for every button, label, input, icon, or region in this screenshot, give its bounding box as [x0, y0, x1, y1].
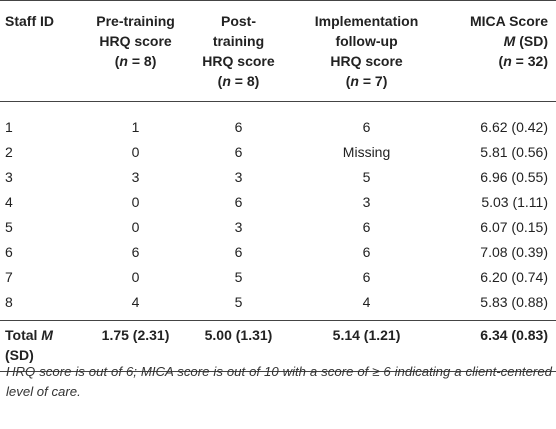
table-row: 1 1 6 6 6.62 (0.42) — [0, 102, 556, 140]
cell-pre: 3 — [131, 168, 140, 185]
cell-staff-id: 5 — [5, 218, 13, 235]
cell-staff-id: 4 — [5, 193, 13, 210]
cell-post: 6 — [234, 143, 243, 160]
cell-staff-id: 3 — [5, 168, 13, 185]
cell-mica: 6.20 (0.74) — [480, 268, 548, 285]
cell-post: 6 — [234, 118, 243, 135]
cell-mica: 6.96 (0.55) — [480, 168, 548, 185]
header-staff-id: Staff ID — [5, 13, 54, 29]
cell-mica: 5.83 (0.88) — [480, 293, 548, 310]
cell-staff-id: 8 — [5, 293, 13, 310]
table-row: 6 6 6 6 7.08 (0.39) — [0, 239, 556, 264]
cell-followup: 6 — [362, 268, 371, 285]
cell-post: 3 — [234, 168, 243, 185]
cell-staff-id: 2 — [5, 143, 13, 160]
table-row: 8 4 5 4 5.83 (0.88) — [0, 289, 556, 321]
cell-mica: 7.08 (0.39) — [480, 243, 548, 260]
header-implementation: Implementation follow-up HRQ score (n = … — [314, 13, 419, 89]
table-footnote: HRQ score is out of 6; MICA score is out… — [6, 364, 552, 399]
cell-post: 6 — [234, 243, 243, 260]
cell-post: 6 — [234, 193, 243, 210]
header-mica-score: MICA Score M (SD) (n = 32) — [469, 13, 548, 69]
cell-post: 5 — [234, 293, 243, 310]
cell-followup: Missing — [342, 143, 391, 160]
cell-pre: 0 — [131, 193, 140, 210]
cell-pre: 0 — [131, 218, 140, 235]
cell-pre: 6 — [131, 243, 140, 260]
table-row: 4 0 6 3 5.03 (1.11) — [0, 189, 556, 214]
total-label: Total M (SD) — [5, 327, 53, 363]
cell-followup: 6 — [362, 118, 371, 135]
data-table: Staff ID Pre-training HRQ score (n = 8) … — [0, 0, 556, 372]
cell-pre: 0 — [131, 143, 140, 160]
header-post-training: Post- training HRQ score (n = 8) — [202, 13, 275, 89]
cell-post: 3 — [234, 218, 243, 235]
table-row: 7 0 5 6 6.20 (0.74) — [0, 264, 556, 289]
cell-followup: 6 — [362, 243, 371, 260]
cell-post: 5 — [234, 268, 243, 285]
total-row: Total M (SD) 1.75 (2.31) 5.00 (1.31) 5.1… — [0, 320, 556, 372]
cell-staff-id: 1 — [5, 118, 13, 135]
cell-followup: 3 — [362, 193, 371, 210]
total-pre: 1.75 (2.31) — [101, 327, 170, 343]
table-row: 5 0 3 6 6.07 (0.15) — [0, 214, 556, 239]
table-row: 2 0 6 Missing 5.81 (0.56) — [0, 139, 556, 164]
cell-followup: 4 — [362, 293, 371, 310]
cell-staff-id: 6 — [5, 243, 13, 260]
cell-pre: 0 — [131, 268, 140, 285]
header-row: Staff ID Pre-training HRQ score (n = 8) … — [0, 0, 556, 102]
cell-followup: 5 — [362, 168, 371, 185]
cell-pre: 4 — [131, 293, 140, 310]
cell-mica: 5.03 (1.11) — [481, 193, 548, 210]
total-followup: 5.14 (1.21) — [332, 327, 401, 343]
cell-mica: 6.62 (0.42) — [480, 118, 548, 135]
table-row: 3 3 3 5 6.96 (0.55) — [0, 164, 556, 189]
cell-pre: 1 — [131, 118, 140, 135]
total-mica: 6.34 (0.83) — [480, 327, 548, 343]
cell-mica: 6.07 (0.15) — [480, 218, 548, 235]
cell-staff-id: 7 — [5, 268, 13, 285]
header-pre-training: Pre-training HRQ score (n = 8) — [96, 13, 175, 69]
total-post: 5.00 (1.31) — [204, 327, 273, 343]
cell-mica: 5.81 (0.56) — [480, 143, 548, 160]
cell-followup: 6 — [362, 218, 371, 235]
